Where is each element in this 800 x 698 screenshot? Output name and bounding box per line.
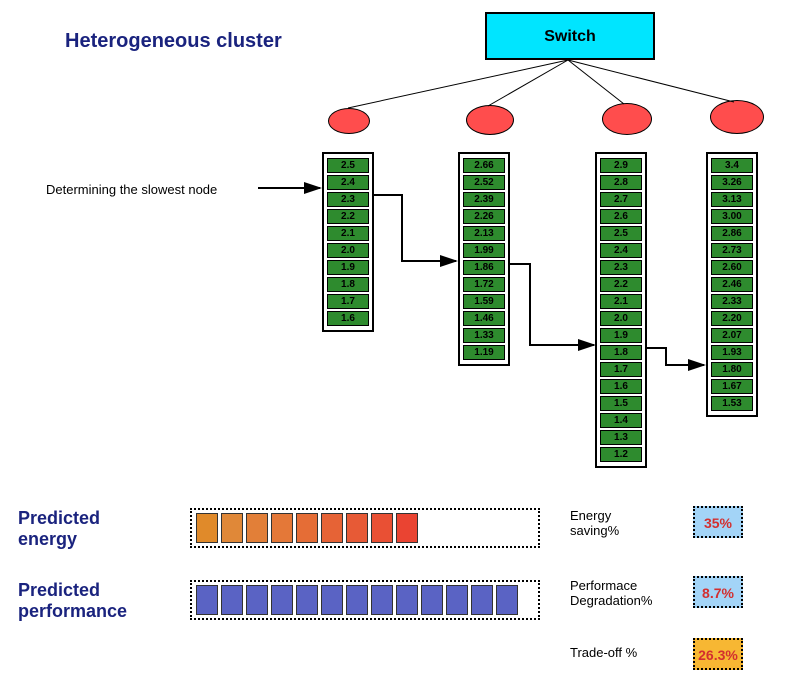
freq-cell: 1.80 <box>711 362 753 377</box>
freq-cell: 2.86 <box>711 226 753 241</box>
freq-cell: 1.72 <box>463 277 505 292</box>
freq-cell: 1.5 <box>600 396 642 411</box>
freq-cell: 2.3 <box>600 260 642 275</box>
freq-cell: 2.60 <box>711 260 753 275</box>
freq-cell: 2.5 <box>600 226 642 241</box>
bar-segment <box>471 585 493 615</box>
bar-segment <box>296 513 318 543</box>
result-label-1: PerformaceDegradation% <box>570 578 652 608</box>
result-box-0: 35% <box>693 506 743 538</box>
freq-cell: 1.6 <box>600 379 642 394</box>
freq-cell: 2.2 <box>327 209 369 224</box>
freq-cell: 1.2 <box>600 447 642 462</box>
freq-cell: 2.1 <box>327 226 369 241</box>
annotation-slowest-node: Determining the slowest node <box>46 182 217 197</box>
freq-cell: 2.9 <box>600 158 642 173</box>
bar-segment <box>396 585 418 615</box>
result-box-2: 26.3% <box>693 638 743 670</box>
freq-cell: 2.8 <box>600 175 642 190</box>
freq-cell: 3.26 <box>711 175 753 190</box>
result-label-0: Energysaving% <box>570 508 619 538</box>
freq-cell: 1.8 <box>327 277 369 292</box>
freq-cell: 2.52 <box>463 175 505 190</box>
freq-cell: 2.39 <box>463 192 505 207</box>
freq-cell: 3.00 <box>711 209 753 224</box>
freq-cell: 1.9 <box>600 328 642 343</box>
freq-cell: 2.0 <box>600 311 642 326</box>
node-ellipse-1 <box>466 105 514 135</box>
freq-cell: 3.4 <box>711 158 753 173</box>
bar-segment <box>196 585 218 615</box>
switch-label: Switch <box>544 28 596 45</box>
freq-cell: 1.67 <box>711 379 753 394</box>
result-label-2: Trade-off % <box>570 645 637 660</box>
freq-cell: 3.13 <box>711 192 753 207</box>
freq-cell: 2.2 <box>600 277 642 292</box>
freq-cell: 1.7 <box>600 362 642 377</box>
freq-cell: 2.4 <box>327 175 369 190</box>
freq-column-3: 3.4 3.26 3.13 3.00 2.86 2.73 2.60 2.46 2.33 2.20 2… <box>706 152 758 417</box>
freq-cell: 2.7 <box>600 192 642 207</box>
node-ellipse-2 <box>602 103 652 135</box>
predicted-energy-bar <box>190 508 540 548</box>
bar-segment <box>421 585 443 615</box>
bar-segment <box>321 513 343 543</box>
bar-segment <box>296 585 318 615</box>
predicted-energy-title: Predictedenergy <box>18 508 100 550</box>
freq-cell: 2.07 <box>711 328 753 343</box>
freq-cell: 1.86 <box>463 260 505 275</box>
freq-cell: 1.93 <box>711 345 753 360</box>
freq-cell: 1.33 <box>463 328 505 343</box>
bar-segment <box>396 513 418 543</box>
freq-cell: 1.46 <box>463 311 505 326</box>
predicted-performance-title: Predictedperformance <box>18 580 127 622</box>
node-ellipse-0 <box>328 108 370 134</box>
bar-segment <box>246 513 268 543</box>
bar-segment <box>221 585 243 615</box>
bar-segment <box>346 585 368 615</box>
result-box-1: 8.7% <box>693 576 743 608</box>
freq-cell: 2.66 <box>463 158 505 173</box>
bar-segment <box>271 585 293 615</box>
freq-cell: 2.4 <box>600 243 642 258</box>
bar-segment <box>371 513 393 543</box>
freq-cell: 1.7 <box>327 294 369 309</box>
freq-cell: 2.26 <box>463 209 505 224</box>
bar-segment <box>271 513 293 543</box>
bar-segment <box>196 513 218 543</box>
bar-segment <box>496 585 518 615</box>
diagram-title: Heterogeneous cluster <box>65 30 282 53</box>
node-ellipse-3 <box>710 100 764 134</box>
freq-cell: 2.33 <box>711 294 753 309</box>
freq-cell: 2.3 <box>327 192 369 207</box>
bar-segment <box>446 585 468 615</box>
bar-segment <box>221 513 243 543</box>
freq-cell: 2.5 <box>327 158 369 173</box>
freq-cell: 2.13 <box>463 226 505 241</box>
freq-cell: 2.20 <box>711 311 753 326</box>
freq-cell: 2.73 <box>711 243 753 258</box>
freq-cell: 1.19 <box>463 345 505 360</box>
freq-cell: 1.8 <box>600 345 642 360</box>
freq-cell: 2.0 <box>327 243 369 258</box>
freq-cell: 1.59 <box>463 294 505 309</box>
freq-cell: 1.99 <box>463 243 505 258</box>
freq-cell: 1.9 <box>327 260 369 275</box>
freq-cell: 2.1 <box>600 294 642 309</box>
freq-cell: 2.6 <box>600 209 642 224</box>
bar-segment <box>246 585 268 615</box>
freq-column-2: 2.9 2.8 2.7 2.6 2.5 2.4 2.3 2.2 2.1 2.0 1.9 1.8 1.7 1… <box>595 152 647 468</box>
freq-cell: 1.3 <box>600 430 642 445</box>
predicted-performance-bar <box>190 580 540 620</box>
freq-cell: 2.46 <box>711 277 753 292</box>
freq-cell: 1.6 <box>327 311 369 326</box>
freq-column-0: 2.5 2.4 2.3 2.2 2.1 2.0 1.9 1.8 1.7 1.6 <box>322 152 374 332</box>
freq-cell: 1.4 <box>600 413 642 428</box>
switch-box: Switch <box>485 12 655 60</box>
freq-column-1: 2.66 2.52 2.39 2.26 2.13 1.99 1.86 1.72 1.59 1.46… <box>458 152 510 366</box>
bar-segment <box>346 513 368 543</box>
bar-segment <box>321 585 343 615</box>
freq-cell: 1.53 <box>711 396 753 411</box>
bar-segment <box>371 585 393 615</box>
